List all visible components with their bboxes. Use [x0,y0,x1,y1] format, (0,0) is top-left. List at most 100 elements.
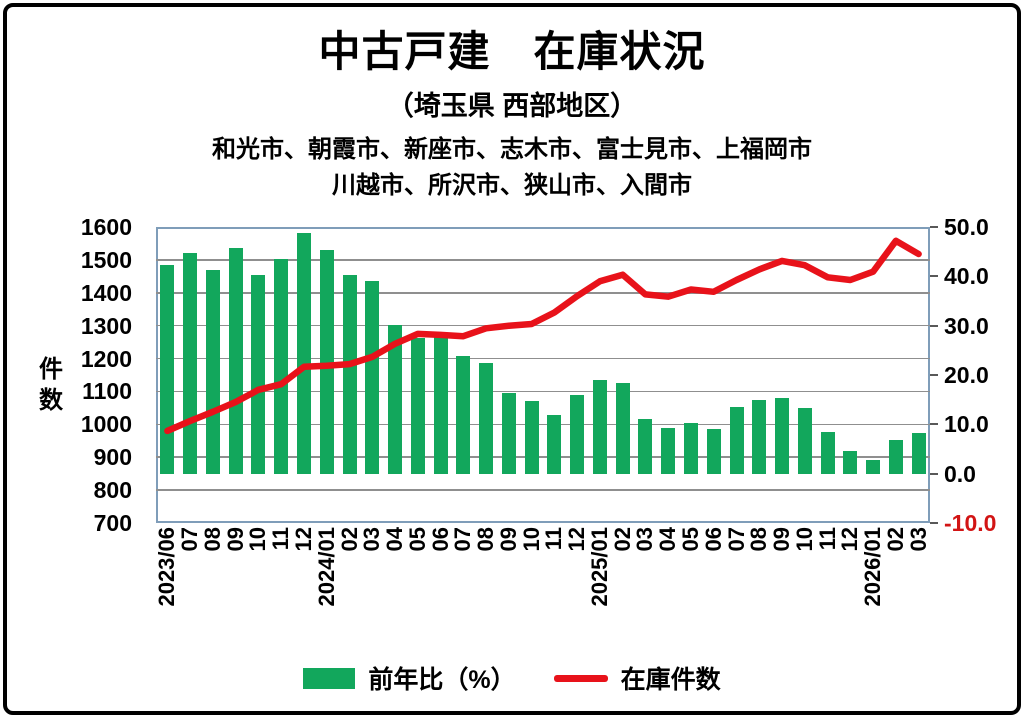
legend: 前年比（%） 在庫件数 [0,660,1024,696]
bar [228,247,243,474]
x-tick-label: 04 [655,527,681,552]
y-left-tick-label: 800 [93,477,132,504]
gridline [156,324,930,327]
y-right-tick-label: 20.0 [944,362,989,388]
bar [524,401,539,474]
legend-item-yoy: 前年比（%） [303,660,516,696]
x-tick-label: 11 [268,527,294,551]
x-tick-label: 09 [495,527,521,552]
bar [410,337,425,474]
inventory-trend-svg [164,237,922,435]
y-left-tick-label: 1100 [82,378,132,405]
inventory-line [164,237,922,435]
page-title: 中古戸建 在庫状況 [318,28,706,75]
bar [729,406,744,474]
bar [319,250,334,474]
x-tick-label: 10 [245,527,271,552]
bar [547,414,562,474]
bar [888,439,903,474]
x-tick-label: 08 [199,527,225,552]
bar [433,335,448,474]
gridline [156,423,930,426]
region-list-line2: 川越市、所沢市、狭山市、入間市 [332,172,692,199]
x-tick-label: 08 [473,527,499,552]
x-tick-label: 10 [518,527,544,552]
right-axis-tick [930,472,938,475]
left-axis-title-char: 数 [39,387,63,414]
gridline [156,357,930,360]
legend-bar-swatch-icon [303,667,356,689]
bar [160,264,175,474]
x-tick-label: 2026/01 [860,527,886,607]
y-left-tick-label: 1500 [80,246,132,273]
gridline [156,292,930,294]
bar [820,431,835,474]
x-tick-label: 02 [336,527,362,552]
y-left-tick-label: 1200 [80,345,132,372]
y-right-tick-label: 40.0 [944,263,989,290]
right-axis-tick [930,423,938,426]
y-left-tick-label: 1300 [80,312,132,339]
gridline [156,259,930,261]
x-tick-label: 05 [404,527,430,552]
gridline [156,489,930,491]
bar [752,400,767,474]
right-axis-tick [930,522,938,524]
bar [570,395,585,474]
x-tick-label: 04 [382,527,408,552]
bar [706,429,721,474]
right-axis-tick [930,226,938,228]
bar [274,258,289,474]
bar [866,460,881,474]
right-axis-tick [930,275,938,278]
legend-item-inventory: 在庫件数 [553,660,721,696]
legend-line-label: 在庫件数 [620,666,721,694]
bar [205,270,220,474]
x-tick-label: 2024/01 [313,527,339,607]
x-tick-label: 06 [427,527,453,552]
legend-bar-label: 前年比（%） [368,666,516,694]
x-tick-label: 11 [541,527,567,551]
bar [592,380,607,474]
x-tick-label: 11 [814,527,840,551]
x-tick-label: 08 [746,527,772,552]
x-tick-label: 03 [359,527,385,552]
bar [296,233,311,474]
y-left-tick-label: 900 [93,444,132,471]
bar [638,418,653,474]
x-tick-label: 07 [723,527,749,552]
y-right-tick-label: -10.0 [944,510,997,536]
x-tick-label: 10 [791,527,817,552]
bar [911,433,926,474]
region-list-line1: 和光市、朝霞市、新座市、志木市、富士見市、上福岡市 [212,136,812,163]
y-right-tick-label: 10.0 [944,411,989,438]
x-tick-label: 07 [450,527,476,552]
x-tick-label: 05 [677,527,703,552]
y-left-tick-label: 700 [93,510,132,536]
bar [683,423,698,474]
x-tick-label: 07 [177,527,203,552]
bar [501,393,516,474]
y-right-tick-label: 50.0 [944,214,989,240]
x-tick-label: 12 [837,527,863,552]
x-tick-label: 02 [882,527,908,552]
right-axis-tick [930,374,938,376]
bar [615,383,630,474]
left-axis-title: 件数 [36,354,66,416]
y-left-tick-label: 1000 [80,411,132,438]
y-right-tick-label: 30.0 [944,312,989,339]
left-axis-title-char: 件 [39,356,63,383]
y-left-tick-label: 1600 [80,214,132,240]
x-tick-label: 03 [632,527,658,552]
x-tick-label: 12 [564,527,590,552]
bar [843,450,858,474]
x-tick-label: 2023/06 [154,527,180,607]
y-right-tick-label: 0.0 [944,460,976,487]
bar [479,363,494,474]
bar [388,324,403,474]
bar [251,274,266,474]
y-left-tick-label: 1400 [80,279,132,306]
bar [661,428,676,474]
bar [365,281,380,474]
x-tick-label: 03 [905,527,931,552]
